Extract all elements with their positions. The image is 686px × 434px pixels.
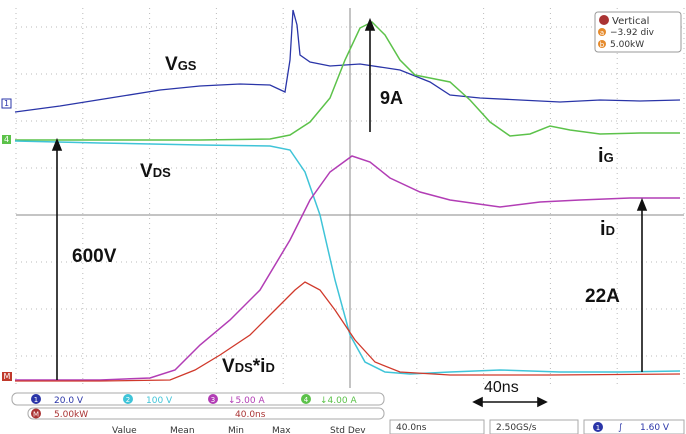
id-trace (15, 155, 680, 381)
trigger-box (583, 419, 685, 434)
chan-text: ↓5.00 A (228, 396, 265, 406)
channel-row (11, 392, 385, 406)
chan-dot (593, 422, 603, 432)
vds-label: VDS (140, 161, 171, 182)
dot (599, 15, 609, 25)
box-title: Vertical (612, 16, 649, 27)
trigger-level: 1.60 V (640, 423, 670, 433)
dot (598, 40, 606, 48)
dot (598, 28, 606, 36)
chan-dot (31, 394, 41, 404)
label-main: *i (253, 356, 266, 377)
ig-label: iG (598, 145, 614, 167)
marker-box (2, 135, 11, 144)
label-sub: D (606, 223, 615, 238)
chan-id: 1 (34, 396, 38, 404)
label-main: V (140, 161, 153, 182)
chan-id: 2 (126, 396, 130, 404)
measure-header: Std Dev (330, 426, 366, 434)
chan-text: 20.0 V (54, 396, 84, 406)
arrow-head (636, 197, 648, 211)
measure-header: Mean (170, 426, 195, 434)
marker-box (1, 98, 12, 109)
grid (15, 8, 685, 388)
marker: M (4, 372, 11, 381)
chan-dot (123, 394, 133, 404)
settings-box: Vertical a −3.92 div b 5.00kW (594, 11, 682, 53)
arrow-head (537, 396, 548, 408)
annotations (51, 17, 648, 408)
marker: 1 (4, 99, 9, 108)
measure-header: Max (272, 426, 291, 434)
label-main: V (222, 356, 235, 377)
trigger-slope: ∫ (618, 423, 623, 433)
math-row (27, 407, 385, 420)
label-sub: D (265, 360, 274, 375)
label-sub: DS (235, 360, 253, 375)
vds-trace (14, 140, 681, 375)
label-sub: GS (178, 58, 197, 73)
rate-box (489, 419, 579, 434)
measure-header: Value (112, 426, 137, 434)
chan-dot (31, 408, 41, 419)
label-main: i (600, 218, 606, 240)
marker-box (2, 372, 12, 381)
measure-headers: Value Mean Min Max Std Dev (112, 426, 366, 434)
ig-trace (15, 21, 680, 141)
row-text: 5.00kW (610, 40, 644, 50)
marker: 4 (4, 135, 9, 144)
arrow-head (472, 396, 483, 408)
id-label: iD (600, 218, 615, 240)
box (594, 11, 682, 53)
vds-amp-label: 600V (72, 246, 117, 267)
label-main: i (598, 145, 604, 167)
measure-header: Min (228, 426, 244, 434)
math-time: 40.0ns (235, 410, 266, 420)
row-text: −3.92 div (610, 28, 655, 38)
chan-id: 4 (304, 396, 309, 404)
status-bar: 1 20.0 V 2 100 V 3 ↓5.00 A 4 ↓4.00 A M 5… (11, 392, 685, 434)
row-key: a (600, 29, 604, 37)
row-key: b (600, 41, 605, 49)
channel-markers: 1 4 M (1, 98, 12, 381)
arrow-head (364, 17, 376, 31)
vgs-trace (14, 9, 681, 113)
chan-id: 1 (596, 424, 600, 432)
chan-text: 100 V (146, 396, 173, 406)
time-label: 40ns (484, 379, 519, 396)
label-sub: G (604, 150, 614, 165)
chan-dot (208, 394, 218, 404)
chan-id: 3 (211, 396, 215, 404)
chan-id: M (33, 411, 39, 419)
vgs-label: VGS (165, 54, 197, 75)
chan-dot (301, 394, 311, 404)
arrow-head (51, 137, 63, 151)
ig-amp-label: 9A (380, 88, 403, 108)
math-text: 5.00kW (54, 410, 88, 420)
power-trace (15, 281, 681, 382)
sample-rate: 2.50GS/s (496, 423, 537, 433)
chan-text: ↓4.00 A (320, 396, 357, 406)
power-label: VDS*iD (222, 356, 275, 377)
timebase-box (389, 419, 485, 434)
label-sub: DS (153, 165, 171, 180)
id-amp-label: 22A (585, 286, 620, 307)
timebase: 40.0ns (396, 423, 427, 433)
label-main: V (165, 54, 178, 75)
